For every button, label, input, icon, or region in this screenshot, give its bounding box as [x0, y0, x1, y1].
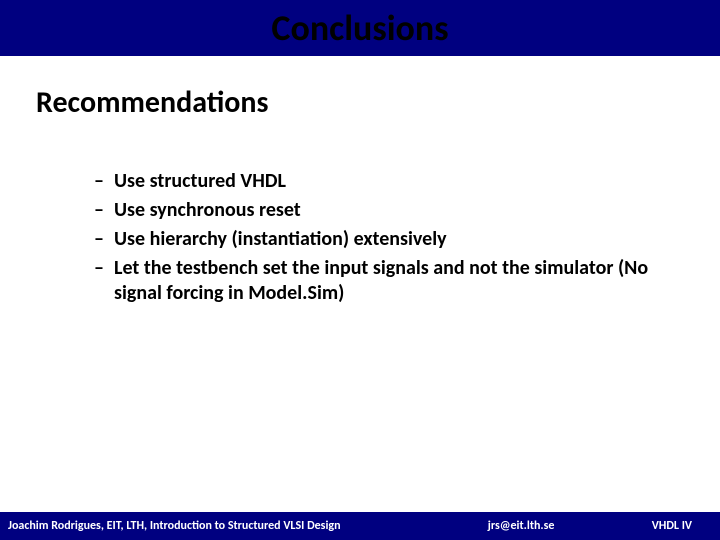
footer-author: Joachim Rodrigues, EIT, LTH, Introductio… — [8, 519, 341, 533]
footer-bar: Joachim Rodrigues, EIT, LTH, Introductio… — [0, 512, 720, 540]
list-item: Use hierarchy (instantiation) extensivel… — [94, 227, 684, 252]
footer-section: VHDL IV — [652, 519, 712, 533]
slide: Conclusions Recommendations Use structur… — [0, 0, 720, 540]
footer-email: jrs@eit.lth.se — [341, 519, 652, 533]
content-area: Recommendations Use structured VHDL Use … — [0, 56, 720, 540]
section-heading: Recommendations — [36, 84, 684, 121]
title-bar: Conclusions — [0, 0, 720, 56]
bullet-list: Use structured VHDL Use synchronous rese… — [36, 169, 684, 306]
list-item: Use structured VHDL — [94, 169, 684, 194]
slide-title: Conclusions — [271, 6, 448, 50]
list-item: Let the testbench set the input signals … — [94, 256, 684, 306]
list-item: Use synchronous reset — [94, 198, 684, 223]
